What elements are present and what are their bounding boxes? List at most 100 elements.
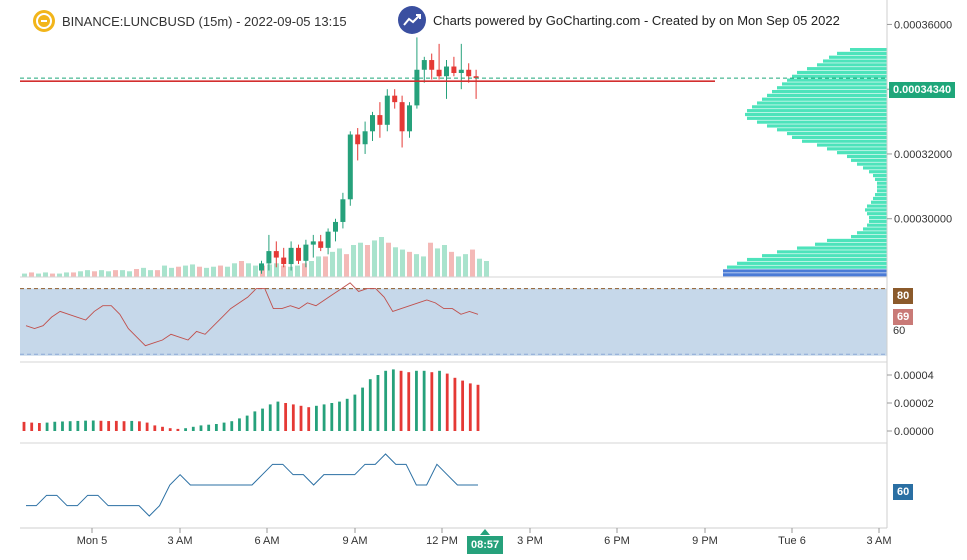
- volume-bar: [477, 258, 482, 277]
- macd-pane: [22, 369, 480, 431]
- macd-bar: [284, 403, 288, 431]
- volume-bar: [50, 273, 55, 277]
- volume-profile-bar: [807, 67, 887, 71]
- indicator-line: [26, 453, 478, 517]
- volume-bar: [267, 264, 272, 277]
- macd-tick-label: 0.00002: [894, 398, 934, 410]
- macd-bar: [30, 422, 34, 431]
- volume-profile-bar: [863, 227, 887, 231]
- volume-bar: [120, 270, 125, 277]
- macd-bar: [376, 375, 380, 431]
- macd-bar: [153, 425, 157, 431]
- macd-bar: [461, 380, 465, 431]
- countdown-badge: 08:57: [467, 536, 504, 554]
- countdown-pointer: [480, 529, 490, 535]
- rsi-band: [20, 288, 887, 356]
- symbol-title: BINANCE:LUNCBUSD (15m) - 2022-09-05 13:1…: [62, 13, 347, 29]
- volume-profile-bar: [723, 273, 887, 277]
- macd-bar: [61, 421, 64, 431]
- candle-body: [370, 115, 375, 132]
- volume-profile-bar: [787, 78, 887, 82]
- time-tick-label: 3 AM: [866, 535, 891, 547]
- macd-bar: [261, 408, 264, 431]
- volume-profile-bar: [727, 265, 887, 269]
- macd-bar: [161, 426, 164, 431]
- volume-bar: [127, 271, 132, 277]
- volume-bar: [239, 261, 244, 277]
- macd-bar: [476, 384, 480, 431]
- volume-profile-bar: [869, 170, 887, 174]
- volume-profile-bar: [867, 204, 887, 208]
- volume-profile-bar: [767, 124, 887, 128]
- volume-bar: [288, 266, 293, 277]
- macd-bar: [84, 420, 87, 431]
- volume-profile-bar: [837, 151, 887, 155]
- rsi-line: [25, 282, 479, 347]
- volume-profile-bar: [747, 109, 887, 113]
- candle-body: [288, 247, 294, 265]
- volume-bar: [85, 270, 90, 277]
- volume-profile-bar: [857, 162, 887, 166]
- macd-bar: [214, 424, 218, 431]
- volume-profile-bar: [877, 181, 887, 185]
- rsi-pane: [20, 282, 887, 356]
- macd-bar: [91, 420, 95, 431]
- time-tick-label: Tue 6: [778, 535, 806, 547]
- volume-bar: [29, 272, 34, 277]
- price-tick-label: 0.00030000: [894, 214, 952, 226]
- rsi-lower-label: 60: [893, 325, 906, 337]
- macd-tick-label: 0.00000: [894, 426, 934, 438]
- time-tick-label: 3 AM: [167, 535, 192, 547]
- volume-profile-bar: [817, 63, 887, 67]
- time-tick-label: 3 PM: [517, 535, 543, 547]
- volume-bar: [197, 266, 202, 277]
- candle-body: [377, 115, 383, 125]
- volume-profile-bar: [802, 139, 887, 143]
- macd-bar: [391, 369, 395, 431]
- volume-profile-bar: [857, 231, 887, 235]
- volume-profile-bar: [745, 112, 887, 117]
- volume-bar: [78, 271, 83, 277]
- macd-bar: [453, 377, 457, 431]
- volume-bar: [281, 265, 286, 277]
- volume-profile-bar: [875, 177, 887, 181]
- volume-profile-bar: [873, 196, 887, 201]
- candle-body: [303, 244, 309, 261]
- volume-bar: [435, 248, 440, 277]
- time-tick-label: 12 PM: [426, 535, 458, 547]
- candles: [259, 37, 479, 274]
- volume-bar: [232, 263, 237, 277]
- macd-bar: [107, 421, 111, 431]
- volume-bar: [309, 261, 314, 277]
- volume-profile-bar: [747, 257, 887, 262]
- candle-body: [310, 241, 316, 245]
- volume-bar: [323, 256, 328, 277]
- volume-profile-bar: [873, 173, 887, 178]
- volume-profile-bar: [787, 131, 887, 136]
- candle-body: [384, 95, 390, 125]
- volume-bar: [379, 237, 384, 277]
- volume-bar: [43, 272, 48, 277]
- volume-bar: [316, 256, 321, 277]
- volume-bar: [260, 265, 265, 277]
- time-tick-label: 9 PM: [692, 535, 718, 547]
- volume-bar: [190, 264, 195, 277]
- volume-profile-bar: [869, 219, 887, 223]
- volume-bar: [386, 242, 391, 277]
- volume-bar: [414, 254, 419, 277]
- macd-bar: [345, 398, 349, 431]
- candle-body: [362, 131, 368, 145]
- volume-bar: [421, 256, 426, 277]
- chart-header-credit: Charts powered by GoCharting.com - Creat…: [398, 5, 840, 35]
- volume-profile-bar: [829, 55, 887, 59]
- macd-tick-label: 0.00004: [894, 370, 934, 382]
- time-tick-label: 6 PM: [604, 535, 630, 547]
- macd-bar: [176, 428, 180, 431]
- volume-bar: [365, 245, 370, 277]
- volume-profile-bar: [815, 242, 887, 246]
- candle-body: [458, 69, 464, 73]
- volume-profile-bar: [867, 212, 887, 216]
- indicator-value-badge: 60: [893, 484, 914, 500]
- volume-profile-bar: [762, 254, 887, 258]
